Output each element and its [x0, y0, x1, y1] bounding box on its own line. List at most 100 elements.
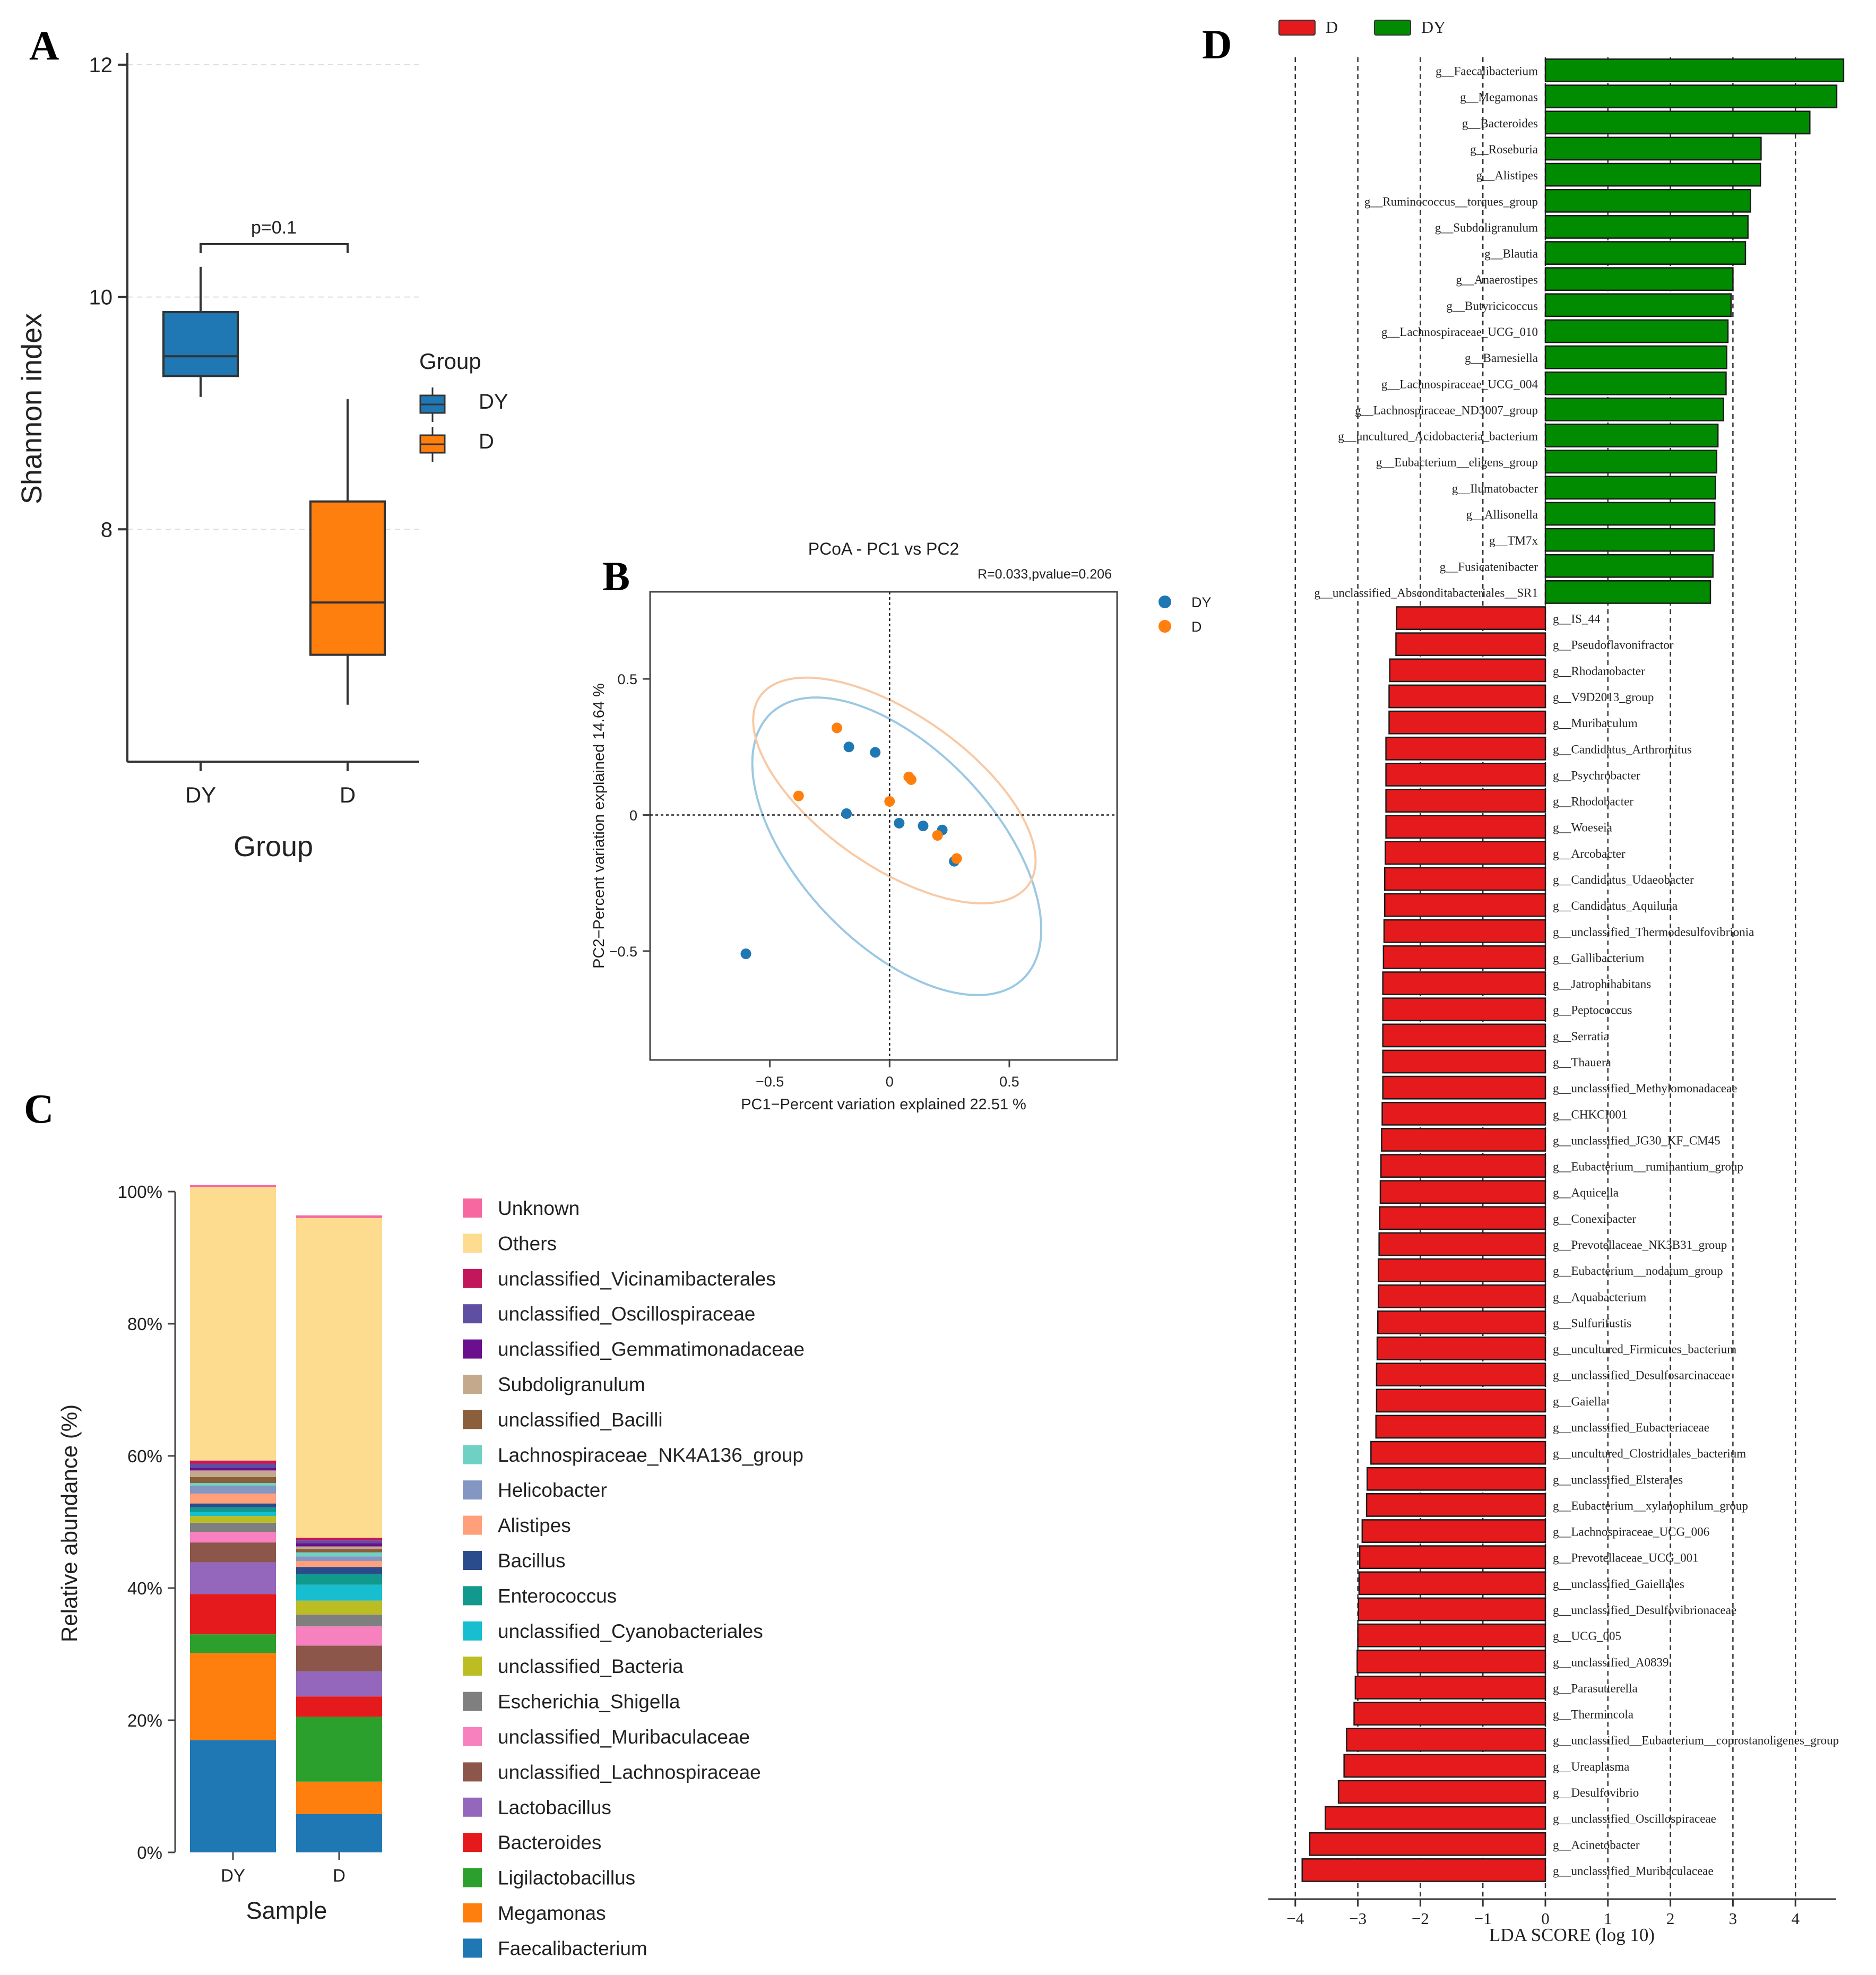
d-bar-g-candidatus-arthromitus [1385, 736, 1546, 761]
d-bar-g-arcobacter [1385, 841, 1546, 865]
d-bar-label-g-unclassified-eubacterium-coprostanoligenes-group: g__unclassified__Eubacterium__coprostano… [1553, 1734, 1839, 1747]
d-bar-g-aquabacterium [1378, 1284, 1546, 1308]
d-bar-label-g-candidatus-udaeobacter: g__Candidatus_Udaeobacter [1553, 873, 1694, 886]
d-bar-g-prevotellaceae-nk3b31-group [1378, 1232, 1546, 1256]
panel-c-stacked-bar: 0% 20% 40% 60% 80% 100% DY D Sample Relative a… [57, 1182, 805, 1959]
d-legend-key-dy [1374, 20, 1411, 36]
d-bar-label-g-lachnospiraceae-ucg-004: g__Lachnospiraceae_UCG_004 [1381, 377, 1538, 391]
d-bar-g-uncultured-acidobacteria-bacterium [1544, 424, 1719, 447]
c-legend-key-unclassified-muribaculaceae [463, 1727, 482, 1746]
c-bar-segment-d-megamonas [296, 1781, 382, 1814]
c-bar-segment-dy-unclassified-oscillospiraceae [190, 1463, 276, 1468]
d-bar-label-g-aquicella: g__Aquicella [1553, 1186, 1619, 1200]
a-p-value-label: p=0.1 [251, 218, 297, 238]
d-bar-label-g-ruminococcus-torques-group: g__Ruminococcus__torques_group [1364, 195, 1538, 208]
d-bar-label-g-unclassified-thermodesulfovibrionia: g__unclassified_Thermodesulfovibrionia [1553, 925, 1754, 938]
c-bar-segment-dy-ligilactobacillus [190, 1634, 276, 1653]
d-bar-g-unclassified-methylomonadaceae [1382, 1075, 1546, 1100]
d-bar-label-g-uncultured-acidobacteria-bacterium: g__uncultured_Acidobacteria_bacterium [1338, 430, 1538, 443]
a-y-tick-label: 12 [89, 54, 113, 77]
d-bar-label-g-gallibacterium: g__Gallibacterium [1553, 951, 1645, 964]
d-bar-g-muribaculum [1388, 710, 1546, 735]
d-x-tick-label: −4 [1286, 1909, 1304, 1928]
d-bar-g-serratia [1382, 1023, 1546, 1048]
c-legend-key-others [463, 1234, 482, 1253]
d-bar-g-unclassified-gaiellales [1358, 1571, 1546, 1595]
d-bar-g-v9d2013-group [1388, 684, 1546, 709]
c-bar-segment-dy-unclassified-bacteria [190, 1516, 276, 1523]
a-y-axis-title: Shannon index [16, 313, 48, 504]
d-bar-label-g-unclassified-jg30-kf-cm45: g__unclassified_JG30_KF_CM45 [1553, 1134, 1721, 1147]
d-bar-label-g-aquabacterium: g__Aquabacterium [1553, 1290, 1646, 1304]
d-bar-g-blautia [1544, 241, 1747, 265]
c-legend-key-lactobacillus [463, 1797, 482, 1817]
c-bar-segment-dy-lachnospiraceae-nk4a136-group [190, 1483, 276, 1486]
c-bar-segment-dy-escherichia-shigella [190, 1522, 276, 1532]
b-point-dy [740, 948, 751, 960]
d-bar-label-g-allisonella: g__Allisonella [1466, 508, 1538, 521]
d-bar-g-alistipes [1544, 162, 1761, 187]
c-x-axis-title: Sample [246, 1897, 327, 1924]
d-bar-g-subdoligranulum [1544, 215, 1749, 239]
b-x-axis-title: PC1−Percent variation explained 22.51 % [741, 1096, 1026, 1113]
c-bar-segment-d-subdoligranulum [296, 1546, 382, 1549]
d-bar-label-g-ureaplasma: g__Ureaplasma [1553, 1760, 1629, 1773]
a-x-axis-title: Group [234, 831, 313, 863]
d-x-tick-label: 4 [1791, 1909, 1800, 1928]
c-legend-key-megamonas [463, 1903, 482, 1922]
d-bar-g-megamonas [1544, 84, 1838, 109]
d-bar-g-prevotellaceae-ucg-001 [1359, 1545, 1546, 1569]
panel-a-boxplot: 8 10 12 DY D Group Shannon index p=0.1 Grou… [16, 53, 508, 863]
d-bar-labels: g__Faecalibacterium g__Megamonas g__Bacter… [1314, 65, 1839, 1878]
d-bar-label-g-unclassified-eubacteriaceae: g__unclassified_Eubacteriaceae [1553, 1421, 1709, 1434]
a-legend: Group DY D [419, 349, 508, 462]
d-bar-g-anaerostipes [1544, 267, 1734, 291]
c-bar-segment-d-unknown [296, 1215, 382, 1218]
a-boxes [162, 266, 386, 705]
c-legend-label-unclassified-cyanobacteriales: unclassified_Cyanobacteriales [498, 1620, 763, 1642]
c-bar-segment-d-unclassified-cyanobacteriales [296, 1584, 382, 1601]
c-bar-segment-dy-unclassified-gemmatimonadaceae [190, 1468, 276, 1471]
b-y-axis-title: PC2−Percent variation explained 14.64 % [591, 683, 608, 969]
c-bar-segment-dy-enterococcus [190, 1507, 276, 1512]
b-point-d [884, 796, 895, 807]
d-bar-label-g-ucg-005: g__UCG_005 [1553, 1629, 1621, 1643]
c-bar-segment-dy-subdoligranulum [190, 1470, 276, 1477]
c-bar-segment-d-lachnospiraceae-nk4a136-group [296, 1552, 382, 1557]
c-bar-segment-dy-alistipes [190, 1493, 276, 1504]
d-bar-label-g-unclassified-a0839: g__unclassified_A0839 [1553, 1655, 1668, 1669]
d-bar-label-g-candidatus-aquiluna: g__Candidatus_Aquiluna [1553, 899, 1678, 912]
c-legend-key-unclassified-oscillospiraceae [463, 1304, 482, 1324]
b-legend: DY D [1159, 594, 1212, 635]
b-subtitle: R=0.033,pvalue=0.206 [978, 567, 1112, 582]
d-bar-g-pseudoflavonifractor [1395, 632, 1546, 657]
c-legend-label-lactobacillus: Lactobacillus [498, 1797, 611, 1818]
b-point-dy [841, 808, 852, 819]
c-y-tick-label: 100% [118, 1182, 162, 1202]
d-bar-g-ucg-005 [1357, 1623, 1546, 1648]
c-legend-label-subdoligranulum: Subdoligranulum [498, 1374, 645, 1395]
d-bar-g-fusicatenibacter [1544, 554, 1714, 578]
d-x-tick-label: 0 [1541, 1909, 1550, 1928]
d-bar-g-unclassified-muribaculaceae [1301, 1858, 1546, 1882]
c-bar-segment-dy-unclassified-lachnospiraceae [190, 1542, 276, 1563]
panel-label-d: D [1202, 21, 1232, 67]
d-bar-g-gaiella [1376, 1388, 1546, 1413]
d-bar-g-rhodanobacter [1389, 658, 1546, 683]
d-bar-label-g-unclassified-desulfovibrionaceae: g__unclassified_Desulfovibrionaceae [1553, 1603, 1736, 1617]
d-bar-label-g-unclassified-oscillospiraceae: g__unclassified_Oscillospiraceae [1553, 1812, 1716, 1825]
d-bar-g-desulfovibrio [1337, 1780, 1546, 1804]
d-bar-g-ureaplasma [1343, 1754, 1546, 1778]
c-bar-segment-dy-unknown [190, 1185, 276, 1187]
c-bar-segment-d-unclassified-vicinamibacterales [296, 1538, 382, 1541]
b-legend-key-dy [1159, 596, 1171, 608]
c-bar-segment-d-alistipes [296, 1560, 382, 1567]
b-legend-label-d: D [1191, 619, 1202, 635]
d-x-tick-label: −3 [1349, 1909, 1367, 1928]
c-bar-segment-dy-lactobacillus [190, 1562, 276, 1594]
d-bar-g-ruminococcus-torques-group [1544, 188, 1751, 213]
d-bar-label-g-prevotellaceae-ucg-001: g__Prevotellaceae_UCG_001 [1553, 1551, 1699, 1565]
d-bar-label-g-unclassified-methylomonadaceae: g__unclassified_Methylomonadaceae [1553, 1082, 1737, 1095]
c-bar-segment-dy-bacillus [190, 1503, 276, 1508]
c-legend-label-unknown: Unknown [498, 1197, 580, 1219]
